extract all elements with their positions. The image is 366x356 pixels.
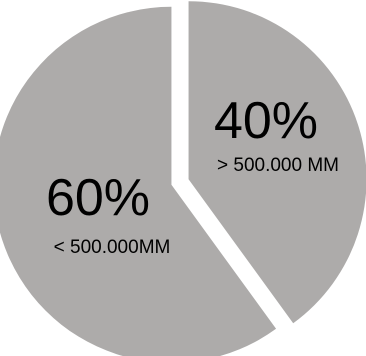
slice-1-value-label: 40% xyxy=(214,92,318,150)
pie-slice-2 xyxy=(0,6,277,356)
pie-labels: 40% > 500.000 MM 60% < 500.000MM xyxy=(46,92,339,258)
slice-2-category-label: < 500.000MM xyxy=(54,237,171,258)
slice-2-value-label: 60% xyxy=(46,169,150,227)
pie-slice-1 xyxy=(188,1,366,324)
slice-1-category-label: > 500.000 MM xyxy=(217,155,339,176)
